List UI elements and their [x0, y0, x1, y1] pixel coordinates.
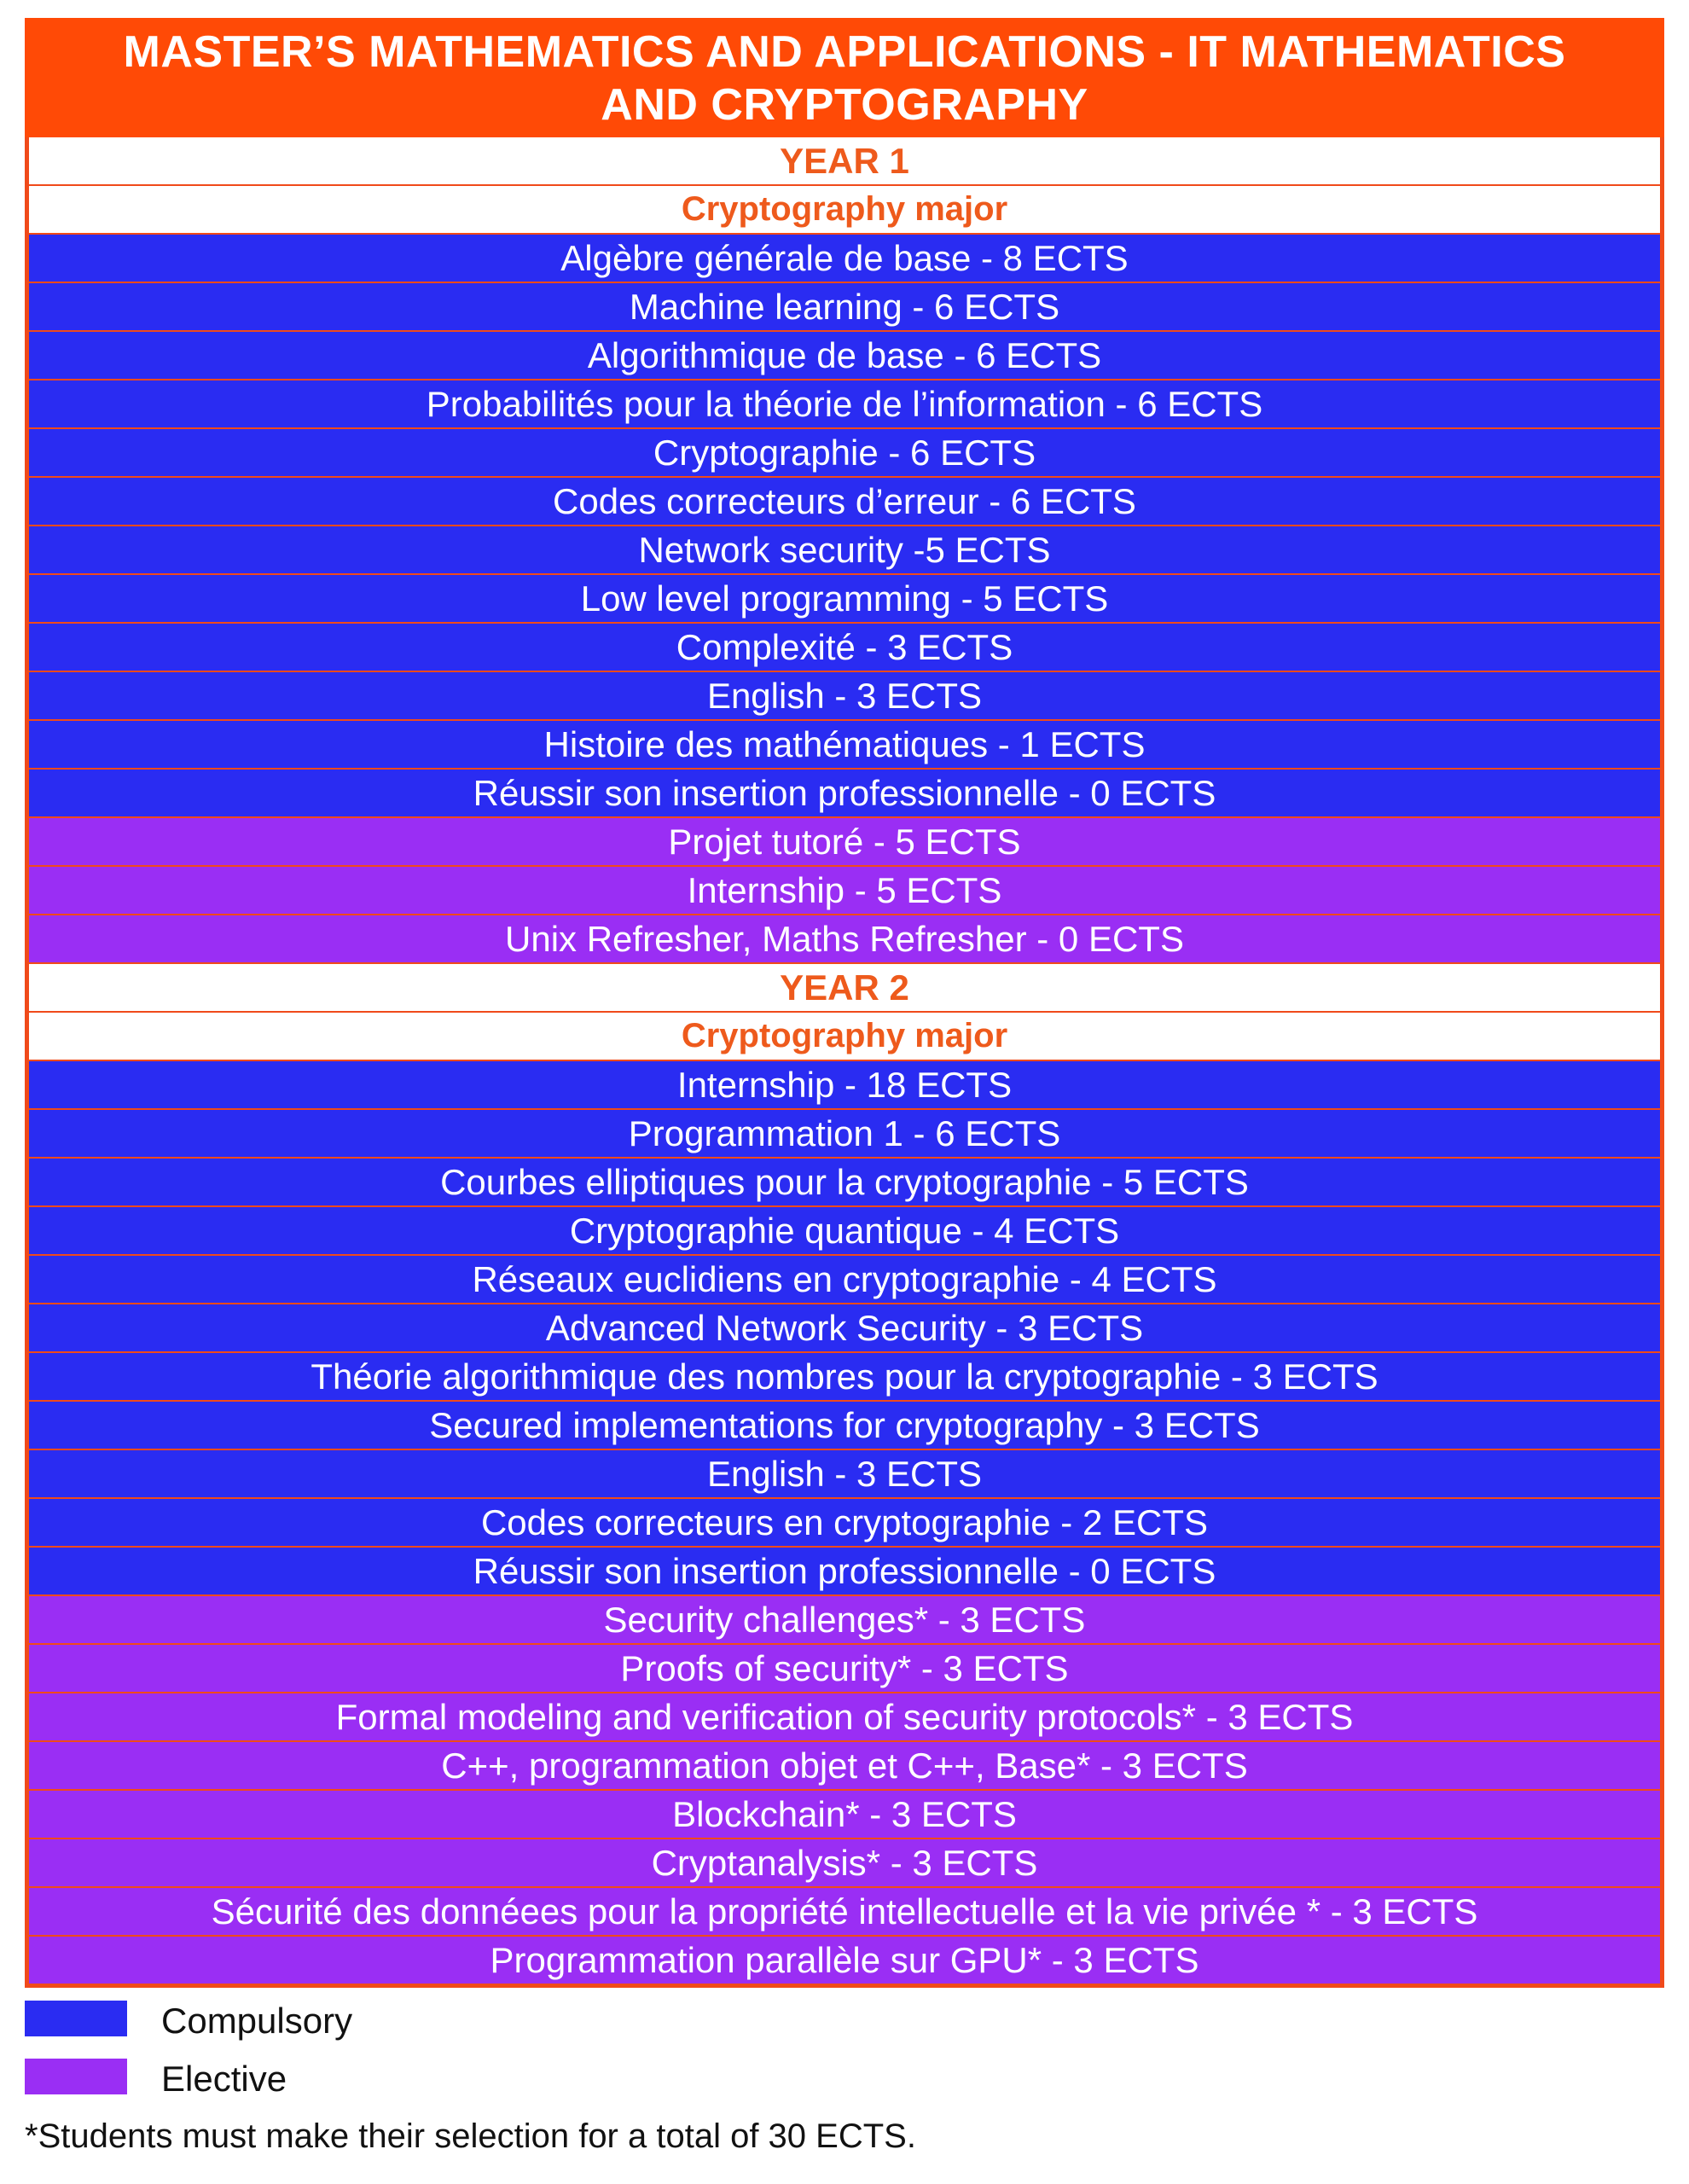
compulsory-course-row: Cryptographie - 6 ECTS	[29, 429, 1660, 476]
year-header: YEAR 2	[29, 964, 1660, 1011]
compulsory-course-row: Réussir son insertion professionnelle - …	[29, 770, 1660, 816]
elective-course-row: Blockchain* - 3 ECTS	[29, 1791, 1660, 1838]
compulsory-course-row: Courbes elliptiques pour la cryptographi…	[29, 1159, 1660, 1205]
compulsory-course-row: Codes correcteurs en cryptographie - 2 E…	[29, 1499, 1660, 1546]
compulsory-course-row: English - 3 ECTS	[29, 1450, 1660, 1497]
compulsory-course-row: Complexité - 3 ECTS	[29, 624, 1660, 671]
major-header: Cryptography major	[29, 1013, 1660, 1060]
program-title-line-1: MASTER’S MATHEMATICS AND APPLICATIONS - …	[123, 27, 1566, 77]
compulsory-course-row: Low level programming - 5 ECTS	[29, 575, 1660, 622]
compulsory-course-row: Machine learning - 6 ECTS	[29, 283, 1660, 330]
elective-course-row: Proofs of security* - 3 ECTS	[29, 1645, 1660, 1692]
elective-course-row: Cryptanalysis* - 3 ECTS	[29, 1839, 1660, 1886]
footnote: *Students must make their selection for …	[25, 2117, 916, 2155]
compulsory-label: Compulsory	[161, 2001, 353, 2041]
elective-course-row: C++, programmation objet et C++, Base* -…	[29, 1742, 1660, 1789]
elective-course-row: Sécurité des donnéees pour la propriété …	[29, 1888, 1660, 1935]
compulsory-course-row: Réussir son insertion professionnelle - …	[29, 1548, 1660, 1594]
compulsory-course-row: Internship - 18 ECTS	[29, 1061, 1660, 1108]
major-header: Cryptography major	[29, 186, 1660, 233]
compulsory-course-row: English - 3 ECTS	[29, 672, 1660, 719]
compulsory-course-row: Réseaux euclidiens en cryptographie - 4 …	[29, 1256, 1660, 1303]
compulsory-course-row: Probabilités pour la théorie de l’inform…	[29, 380, 1660, 427]
program-title: MASTER’S MATHEMATICS AND APPLICATIONS - …	[25, 18, 1664, 137]
elective-course-row: Internship - 5 ECTS	[29, 867, 1660, 914]
compulsory-swatch	[25, 2001, 127, 2036]
compulsory-course-row: Cryptographie quantique - 4 ECTS	[29, 1207, 1660, 1254]
compulsory-course-row: Programmation 1 - 6 ECTS	[29, 1110, 1660, 1157]
elective-course-row: Projet tutoré - 5 ECTS	[29, 818, 1660, 865]
elective-course-row: Security challenges* - 3 ECTS	[29, 1596, 1660, 1643]
compulsory-course-row: Histoire des mathématiques - 1 ECTS	[29, 721, 1660, 768]
elective-course-row: Unix Refresher, Maths Refresher - 0 ECTS	[29, 915, 1660, 962]
elective-label: Elective	[161, 2059, 287, 2099]
course-rows: YEAR 1 Cryptography major Algèbre générale…	[29, 137, 1660, 1984]
elective-swatch	[25, 2059, 127, 2094]
year-header: YEAR 1	[29, 137, 1660, 184]
compulsory-course-row: Théorie algorithmique des nombres pour l…	[29, 1353, 1660, 1400]
compulsory-course-row: Algèbre générale de base - 8 ECTS	[29, 235, 1660, 282]
elective-course-row: Programmation parallèle sur GPU* - 3 ECT…	[29, 1937, 1660, 1984]
program-table: MASTER’S MATHEMATICS AND APPLICATIONS - …	[25, 18, 1664, 1988]
compulsory-course-row: Secured implementations for cryptography…	[29, 1402, 1660, 1449]
compulsory-course-row: Network security -5 ECTS	[29, 526, 1660, 573]
compulsory-course-row: Advanced Network Security - 3 ECTS	[29, 1304, 1660, 1351]
elective-course-row: Formal modeling and verification of secu…	[29, 1693, 1660, 1740]
compulsory-course-row: Codes correcteurs d’erreur - 6 ECTS	[29, 478, 1660, 525]
compulsory-course-row: Algorithmique de base - 6 ECTS	[29, 332, 1660, 379]
program-title-line-2: AND CRYPTOGRAPHY	[601, 80, 1088, 130]
